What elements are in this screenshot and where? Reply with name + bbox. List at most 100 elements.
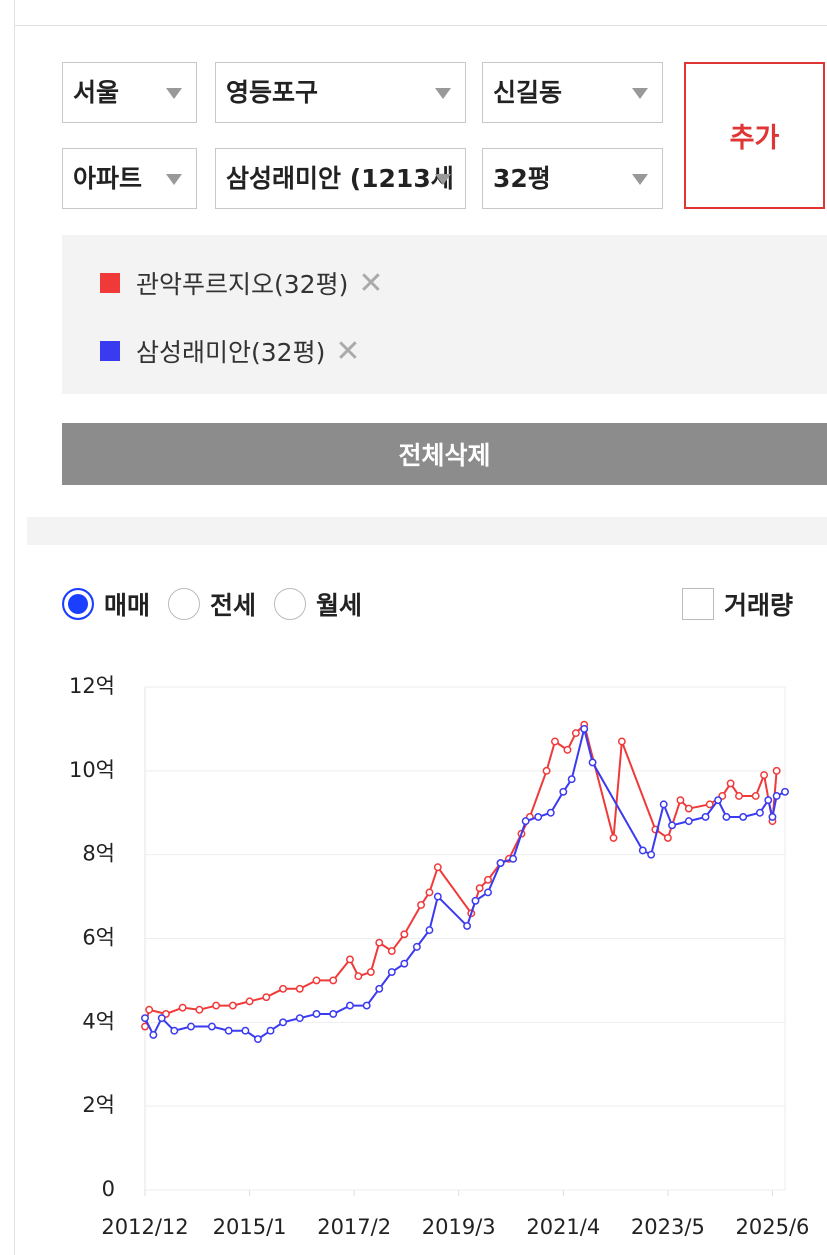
legend-label: 관악푸르지오(32평): [136, 270, 349, 299]
x-tick-label: 2023/5: [631, 1215, 705, 1239]
data-point: [329, 976, 338, 985]
data-point: [400, 930, 409, 939]
data-point: [609, 833, 618, 842]
remove-icon[interactable]: ✕: [358, 265, 384, 301]
data-point: [534, 812, 543, 821]
type-select[interactable]: 아파트: [62, 148, 197, 209]
data-point: [279, 984, 287, 993]
x-tick-label: 2017/2: [317, 1215, 391, 1239]
data-point: [224, 1026, 233, 1035]
data-point: [714, 796, 723, 805]
compare-list: 관악푸르지오(32평) ✕ 삼성래미안(32평) ✕: [62, 235, 827, 394]
y-tick-label: 8억: [82, 842, 115, 866]
data-point: [170, 1026, 179, 1035]
data-point: [588, 758, 597, 767]
data-point: [563, 745, 572, 754]
data-point: [295, 984, 304, 993]
radio[interactable]: [62, 588, 94, 620]
y-tick-label: 6억: [82, 926, 115, 950]
data-point: [295, 1014, 304, 1023]
data-point: [768, 812, 777, 821]
trade-tabs: 매매 전세 월세: [62, 586, 380, 622]
data-point: [266, 1026, 275, 1035]
data-point: [760, 771, 769, 779]
y-tick-label: 10억: [69, 758, 115, 782]
data-point: [521, 817, 530, 826]
size-select[interactable]: 32평: [482, 148, 663, 209]
data-point: [567, 775, 576, 784]
complex-select[interactable]: 삼성래미안 (1213세: [215, 148, 466, 209]
data-point: [617, 737, 626, 746]
data-point: [726, 779, 735, 788]
delete-all-button[interactable]: 전체삭제: [62, 423, 827, 485]
data-point: [354, 972, 363, 981]
separator: [27, 517, 827, 545]
data-point: [772, 766, 781, 775]
data-point: [228, 1001, 237, 1010]
data-point: [178, 1003, 187, 1012]
checkbox-label: 거래량: [724, 591, 794, 620]
data-point: [212, 1001, 221, 1010]
data-point: [647, 850, 656, 859]
radio-option[interactable]: 매매: [62, 586, 150, 622]
data-point: [346, 1001, 354, 1010]
data-point: [145, 1005, 154, 1014]
radio-option[interactable]: 월세: [274, 586, 362, 622]
legend-label: 삼성래미안(32평): [136, 338, 326, 367]
data-point: [329, 1010, 338, 1018]
radio[interactable]: [168, 588, 201, 620]
data-point: [375, 984, 384, 993]
data-point: [475, 884, 484, 893]
dong-select[interactable]: 신길동: [482, 62, 663, 123]
radio[interactable]: [274, 588, 307, 620]
data-point: [676, 796, 685, 805]
data-point: [722, 812, 731, 821]
data-point: [559, 787, 568, 796]
y-tick-label: 0: [102, 1177, 115, 1201]
data-point: [433, 892, 442, 901]
data-point: [755, 808, 764, 817]
data-point: [187, 1022, 195, 1031]
data-point: [663, 833, 672, 842]
y-tick-label: 2억: [82, 1093, 115, 1117]
radio-label: 매매: [104, 591, 151, 620]
data-point: [262, 993, 271, 1002]
radio-label: 전세: [210, 591, 257, 620]
data-point: [546, 808, 555, 817]
city-select[interactable]: 서울: [62, 62, 197, 123]
x-tick-label: 2021/4: [526, 1215, 600, 1239]
remove-icon[interactable]: ✕: [335, 333, 361, 369]
data-point: [279, 1018, 287, 1027]
data-point: [751, 792, 760, 800]
series-line: [144, 722, 778, 1027]
x-tick-label: 2015/1: [213, 1215, 287, 1239]
data-point: [312, 976, 321, 985]
radio-option[interactable]: 전세: [168, 586, 256, 622]
data-point: [484, 875, 492, 884]
data-point: [684, 817, 693, 826]
data-point: [781, 787, 789, 796]
data-point: [659, 800, 668, 809]
data-point: [701, 812, 710, 821]
x-tick-label: 2019/3: [422, 1215, 496, 1239]
data-point: [417, 901, 426, 909]
data-point: [312, 1010, 321, 1018]
data-point: [400, 959, 409, 968]
data-point: [387, 947, 396, 956]
volume-checkbox[interactable]: 거래량: [682, 586, 793, 622]
data-point: [375, 938, 384, 947]
data-point: [668, 821, 677, 830]
compare-item: 삼성래미안(32평) ✕: [100, 333, 360, 369]
district-select[interactable]: 영등포구: [215, 62, 466, 123]
data-point: [253, 1035, 262, 1044]
data-point: [207, 1022, 216, 1031]
data-point: [550, 737, 559, 746]
data-point: [684, 804, 693, 813]
series-line: [144, 728, 786, 1041]
data-point: [542, 766, 551, 775]
data-point: [362, 1001, 371, 1010]
add-button[interactable]: 추가: [684, 62, 825, 209]
data-point: [484, 888, 492, 897]
data-point: [496, 859, 505, 868]
